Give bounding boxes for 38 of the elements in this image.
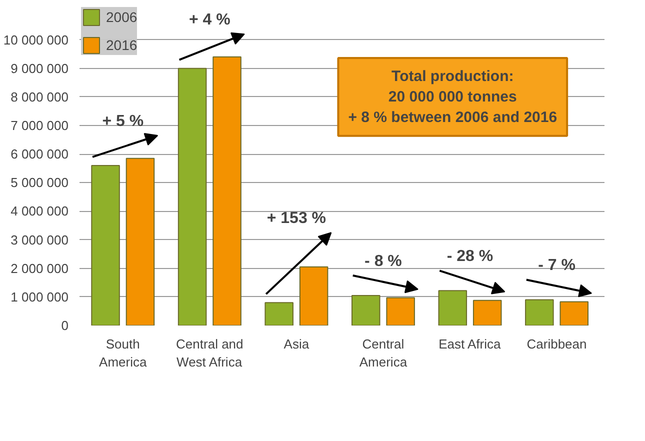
y-tick-label: 8 000 000	[10, 89, 69, 104]
text: + 4 %	[188, 11, 230, 28]
annotation: - 7 %	[538, 257, 576, 274]
bar	[91, 165, 120, 326]
bar	[299, 266, 328, 326]
bar	[126, 158, 155, 326]
x-tick-label: Central and West Africa	[176, 336, 244, 370]
y-tick-label: 9 000 000	[10, 60, 69, 76]
bar	[212, 56, 242, 326]
annotation: + 153 %	[266, 210, 326, 227]
bar	[264, 302, 294, 326]
x-tick-label: East Africa	[438, 336, 502, 352]
annotation: + 5 %	[102, 112, 144, 130]
legend-label: 2016	[106, 37, 138, 53]
bar	[438, 290, 468, 326]
y-tick-label: 2 000 000	[10, 260, 69, 276]
annotation: Total production: 20 000 000 tonnes + 8 % between 2006 and 2016	[348, 68, 558, 126]
legend-label: 2006	[106, 9, 138, 25]
bar	[525, 299, 554, 326]
y-tick-label: 3 000 000	[10, 232, 69, 248]
y-tick-label: 4 000 000	[10, 204, 69, 219]
x-tick-label: Asia	[284, 336, 310, 352]
x-tick-label: South America	[99, 336, 148, 370]
y-tick-label: 0	[61, 318, 69, 333]
bar	[472, 300, 502, 326]
bar	[560, 301, 589, 326]
bar	[178, 68, 207, 326]
y-tick-label: 1 000 000	[10, 289, 69, 304]
y-tick-label: 6 000 000	[10, 146, 69, 162]
bar	[386, 297, 415, 326]
bar	[351, 295, 380, 326]
x-tick-label: Central America	[359, 336, 408, 370]
y-tick-label: 10 000 000	[3, 32, 69, 48]
annotation: - 28 %	[446, 248, 494, 265]
y-tick-label: 7 000 000	[10, 118, 69, 133]
y-tick-label: 5 000 000	[10, 175, 69, 190]
x-tick-label: Caribbean	[526, 336, 587, 352]
annotation: - 8 %	[364, 252, 402, 270]
